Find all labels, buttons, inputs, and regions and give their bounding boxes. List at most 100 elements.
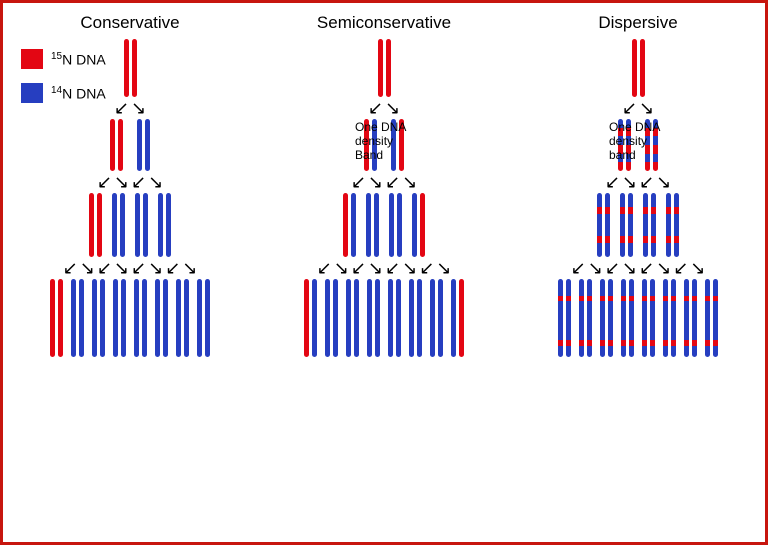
dna-strand xyxy=(674,193,679,257)
dna-strand xyxy=(600,279,605,357)
dna-strand xyxy=(166,193,171,257)
arrow-row: ↙↘ xyxy=(114,99,146,117)
arrow-icon: ↘ xyxy=(436,259,451,277)
arrow-icon: ↘ xyxy=(148,259,163,277)
dna-strand xyxy=(113,279,118,357)
dna-molecule xyxy=(197,279,210,357)
dna-strand xyxy=(184,279,189,357)
dna-strand xyxy=(438,279,443,357)
dna-strand xyxy=(343,193,348,257)
arrow-icon: ↘ xyxy=(368,259,383,277)
dna-strand xyxy=(142,279,147,357)
dna-molecule xyxy=(304,279,317,357)
dna-strand xyxy=(671,279,676,357)
dna-molecule xyxy=(663,279,676,357)
arrow-icon: ↘ xyxy=(402,173,417,191)
dna-strand xyxy=(558,279,563,357)
dna-strand xyxy=(312,279,317,357)
dna-strand xyxy=(705,279,710,357)
arrow-icon: ↘ xyxy=(182,259,197,277)
arrow-icon: ↙ xyxy=(131,259,146,277)
arrow-icon: ↙ xyxy=(131,173,146,191)
dna-strand xyxy=(640,39,645,97)
dna-molecule xyxy=(597,193,610,257)
dna-strand xyxy=(145,119,150,171)
dna-strand xyxy=(587,279,592,357)
dna-molecule xyxy=(621,279,634,357)
dna-molecule xyxy=(71,279,84,357)
arrow-row: ↙↘↙↘↙↘↙↘ xyxy=(571,259,706,277)
arrow-row: ↙↘ xyxy=(622,99,654,117)
arrow-row: ↙↘↙↘ xyxy=(97,173,163,191)
diagram-frame: 15N DNA14N DNA Conservative↙↘↙↘↙↘↙↘↙↘↙↘↙… xyxy=(0,0,768,545)
arrow-row: ↙↘↙↘ xyxy=(605,173,671,191)
arrow-icon: ↙ xyxy=(385,259,400,277)
arrow-row: ↙↘↙↘↙↘↙↘ xyxy=(317,259,452,277)
arrow-icon: ↙ xyxy=(605,173,620,191)
dna-molecule xyxy=(666,193,679,257)
dna-strand xyxy=(351,193,356,257)
dna-molecule xyxy=(620,193,633,257)
arrow-icon: ↙ xyxy=(97,173,112,191)
dna-molecule xyxy=(643,193,656,257)
dna-strand xyxy=(643,193,648,257)
dna-molecule xyxy=(409,279,422,357)
dna-strand xyxy=(620,193,625,257)
dna-strand xyxy=(642,279,647,357)
dna-strand xyxy=(79,279,84,357)
dna-molecule xyxy=(642,279,655,357)
dna-strand xyxy=(97,193,102,257)
arrow-icon: ↘ xyxy=(334,259,349,277)
arrow-icon: ↘ xyxy=(656,259,671,277)
dna-molecule xyxy=(135,193,148,257)
band-label: One DNA density band xyxy=(609,121,667,162)
dna-strand xyxy=(451,279,456,357)
dna-strand xyxy=(409,279,414,357)
arrow-icon: ↙ xyxy=(165,259,180,277)
dna-molecule xyxy=(378,39,391,97)
dna-molecule xyxy=(124,39,137,97)
dna-strand xyxy=(608,279,613,357)
dna-strand xyxy=(120,193,125,257)
dna-molecule xyxy=(430,279,443,357)
column-title: Semiconservative xyxy=(317,13,451,33)
dna-strand xyxy=(112,193,117,257)
dna-strand xyxy=(118,119,123,171)
arrow-icon: ↙ xyxy=(639,173,654,191)
generation-row xyxy=(304,279,464,357)
dna-strand xyxy=(304,279,309,357)
dna-strand xyxy=(163,279,168,357)
arrow-icon: ↙ xyxy=(419,259,434,277)
dna-strand xyxy=(124,39,129,97)
dna-strand xyxy=(378,39,383,97)
dna-molecule xyxy=(632,39,645,97)
dna-strand xyxy=(325,279,330,357)
arrow-icon: ↘ xyxy=(639,99,654,117)
dna-strand xyxy=(666,193,671,257)
arrow-icon: ↙ xyxy=(673,259,688,277)
generation-row: One DNA density Band xyxy=(364,119,404,171)
arrow-icon: ↙ xyxy=(351,173,366,191)
model-column: Conservative↙↘↙↘↙↘↙↘↙↘↙↘↙↘ xyxy=(3,13,257,542)
dna-molecule xyxy=(176,279,189,357)
dna-strand xyxy=(121,279,126,357)
dna-strand xyxy=(629,279,634,357)
generation-row xyxy=(378,39,391,97)
dna-strand xyxy=(354,279,359,357)
band-label: One DNA density Band xyxy=(355,121,413,162)
dna-molecule xyxy=(684,279,697,357)
generation-row xyxy=(343,193,425,257)
generation-row: One DNA density band xyxy=(618,119,658,171)
generation-row xyxy=(558,279,718,357)
dna-strand xyxy=(430,279,435,357)
generation-row xyxy=(89,193,171,257)
dna-molecule xyxy=(366,193,379,257)
columns-container: Conservative↙↘↙↘↙↘↙↘↙↘↙↘↙↘Semiconservati… xyxy=(3,13,765,542)
dna-strand xyxy=(366,193,371,257)
dna-strand xyxy=(58,279,63,357)
dna-molecule xyxy=(705,279,718,357)
model-column: Semiconservative↙↘One DNA density Band↙↘… xyxy=(257,13,511,542)
dna-strand xyxy=(132,39,137,97)
arrow-icon: ↘ xyxy=(402,259,417,277)
arrow-icon: ↘ xyxy=(80,259,95,277)
